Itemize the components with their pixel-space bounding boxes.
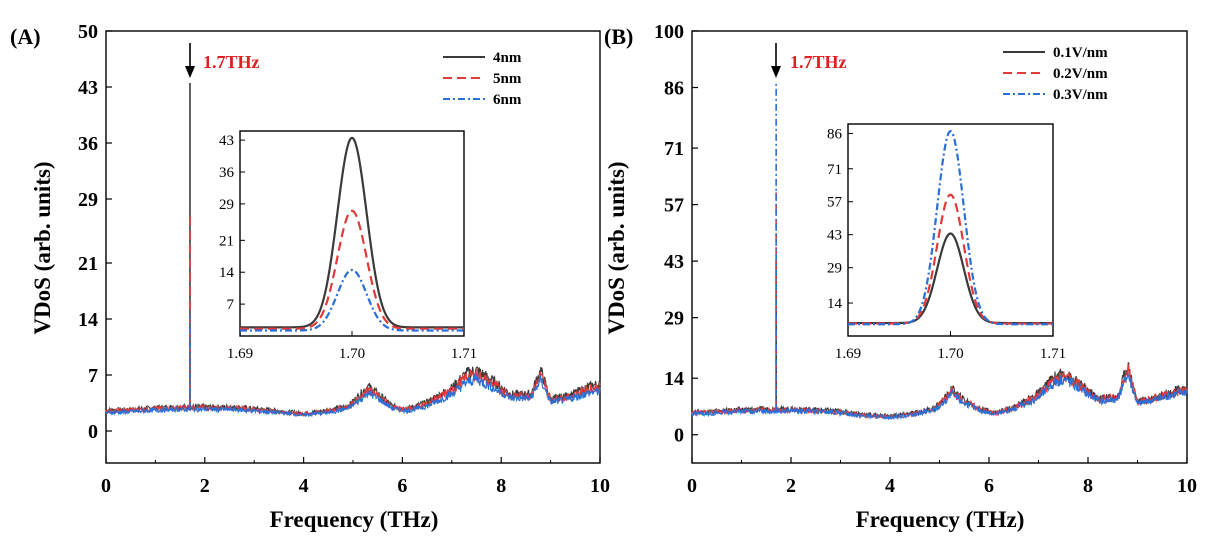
inset-frame [847,123,1054,337]
y-tick-label: 57 [664,195,684,217]
legend-label: 0.1V/nm [1053,45,1108,61]
legend-label: 5nm [493,71,522,87]
x-tick-label: 6 [397,475,407,497]
y-tick-label: 50 [78,21,98,43]
series-line-0.2V/nm [691,363,1188,420]
legend-label: 0.2V/nm [1053,66,1108,82]
x-tick-label: 6 [984,475,994,497]
panel-b: (B) VDoS (arb. units) Frequency (THz) 1.… [604,21,1197,532]
inset-y-tick-label: 43 [219,133,234,149]
inset-series-6nm [240,268,464,332]
y-tick-label: 21 [78,253,98,275]
x-tick-label: 10 [1177,475,1197,497]
inset-y-tick-label: 86 [827,126,843,142]
panel-label: (B) [604,24,633,49]
inset-y-tick-label: 14 [827,296,843,312]
inset-x-tick-label: 1.71 [1040,346,1066,362]
y-axis-label: VDoS (arb. units) [604,161,629,334]
series-line-4nm [105,366,601,417]
x-tick-label: 4 [885,475,895,497]
x-axis-label: Frequency (THz) [270,507,439,532]
y-axis-label: VDoS (arb. units) [30,161,55,334]
inset-x-tick-label: 1.70 [937,346,963,362]
y-tick-label: 0 [88,421,98,443]
inset-y-tick-label: 21 [219,233,234,249]
inset-y-tick-label: 71 [827,162,842,178]
x-tick-label: 0 [687,475,697,497]
x-tick-label: 2 [786,475,796,497]
series-line-6nm [105,374,601,418]
y-tick-label: 43 [78,77,98,99]
x-tick-label: 10 [590,475,610,497]
inset-y-tick-label: 36 [219,165,235,181]
x-tick-label: 0 [101,475,111,497]
y-tick-label: 0 [674,425,684,447]
inset-y-tick-label: 57 [827,195,843,211]
legend-label: 0.3V/nm [1053,87,1108,103]
panel-a: (A) VDoS (arb. units) Frequency (THz) 1.… [10,21,610,532]
y-tick-label: 7 [88,365,98,387]
panel-label: (A) [10,24,41,49]
y-tick-label: 86 [664,78,684,100]
peak-arrow-head [185,66,195,78]
inset-series-0.3V/nm [848,129,1053,326]
x-tick-label: 8 [1083,475,1093,497]
y-tick-label: 71 [664,138,684,160]
y-tick-label: 43 [664,251,684,273]
inset-frame [239,130,465,337]
inset-x-tick-label: 1.71 [451,346,477,362]
peak-arrow-head [771,66,781,78]
series-line-0.3V/nm [691,372,1188,421]
inset-x-tick-label: 1.70 [339,346,365,362]
peak-annotation: 1.7THz [203,52,260,72]
inset-y-tick-label: 14 [219,265,235,281]
x-axis-label: Frequency (THz) [856,507,1025,532]
y-tick-label: 100 [654,21,684,43]
peak-annotation: 1.7THz [790,52,847,72]
legend-label: 4nm [493,50,522,66]
y-tick-label: 14 [664,368,684,390]
inset-series-4nm [240,136,464,329]
inset-series-5nm [240,209,464,330]
x-tick-label: 4 [299,475,309,497]
y-tick-label: 29 [78,189,98,211]
y-tick-label: 29 [664,308,684,330]
inset-y-tick-label: 29 [827,261,842,277]
inset-y-tick-label: 29 [219,197,234,213]
x-tick-label: 8 [496,475,506,497]
y-tick-label: 36 [78,133,98,155]
inset-x-tick-label: 1.69 [227,346,253,362]
inset-y-tick-label: 7 [227,297,235,313]
legend-label: 6nm [493,92,522,108]
inset-x-tick-label: 1.69 [835,346,861,362]
x-tick-label: 2 [200,475,210,497]
inset-y-tick-label: 43 [827,228,842,244]
y-tick-label: 14 [78,309,98,331]
